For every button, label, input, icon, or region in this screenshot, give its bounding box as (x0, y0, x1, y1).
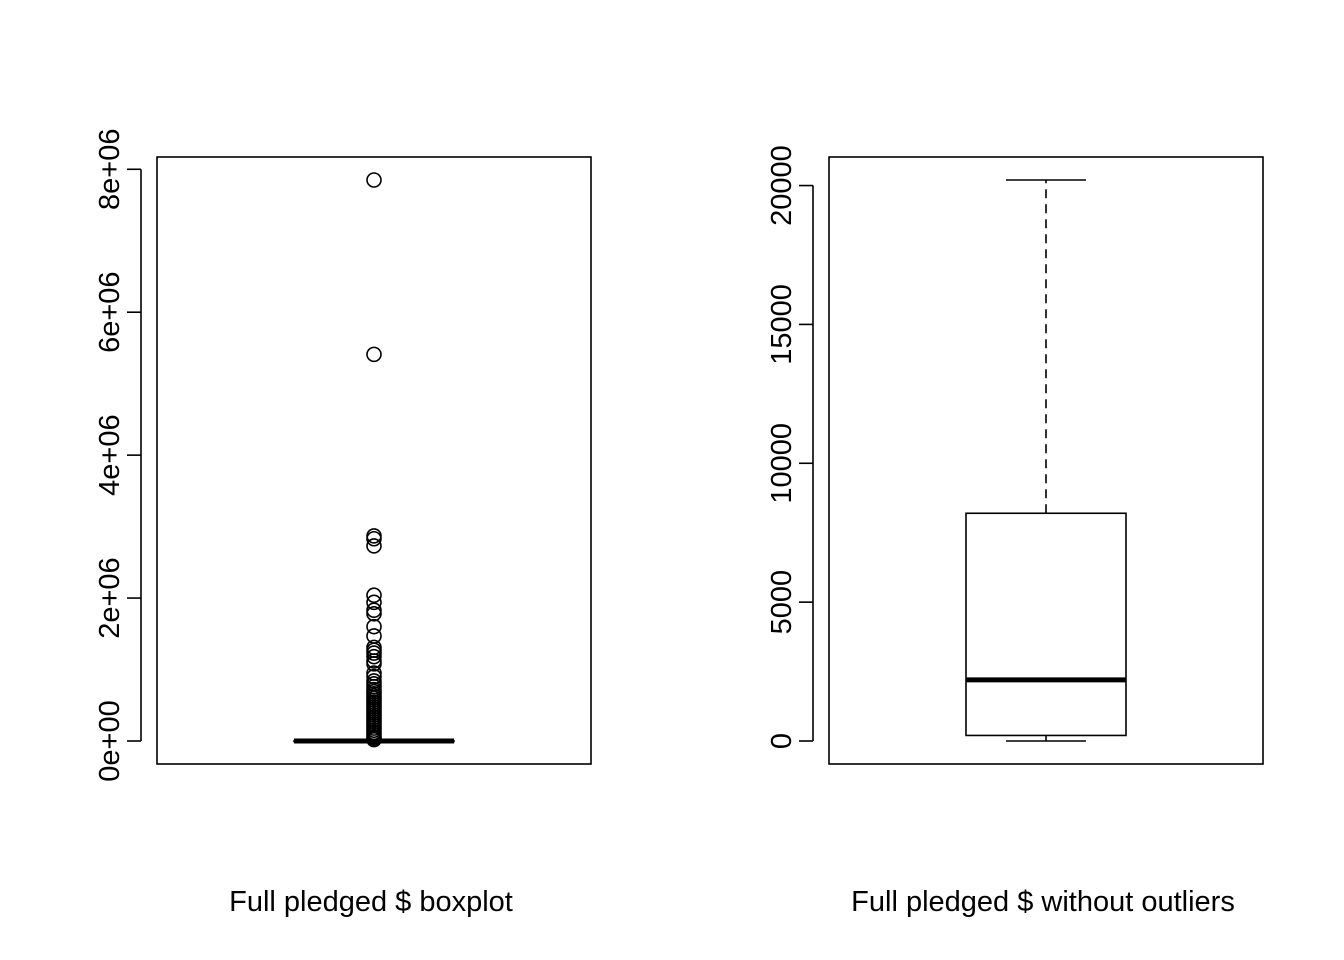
outlier-point (366, 538, 382, 554)
y-tick-label: 5000 (766, 570, 798, 635)
outlier-point (366, 172, 382, 188)
x-axis-label: Full pledged $ without outliers (851, 886, 1235, 918)
y-tick-label: 8e+06 (94, 129, 126, 210)
y-tick-label: 15000 (766, 284, 798, 365)
y-tick-label: 6e+06 (94, 271, 126, 352)
y-tick-label: 0e+00 (94, 700, 126, 781)
outlier-point (366, 731, 382, 748)
y-tick-label: 0 (766, 733, 798, 749)
outlier-point (366, 605, 382, 622)
outlier-point (366, 587, 382, 604)
outlier-point (366, 668, 382, 685)
outlier-point (366, 656, 382, 672)
plot-frame (828, 156, 1264, 765)
panel-without-outliers: 0 5000 10000 15000 20000 Full pledged $ witho… (766, 145, 1264, 918)
y-tick-label: 10000 (766, 423, 798, 504)
box-iqr (965, 512, 1127, 737)
y-tick-label: 20000 (766, 145, 798, 226)
y-tick-label: 2e+06 (94, 557, 126, 638)
outlier-point (366, 602, 382, 619)
outlier-point (366, 648, 382, 665)
x-axis-label: Full pledged $ boxplot (229, 886, 513, 918)
outlier-point (366, 645, 382, 661)
panel-full-pledged: 0e+00 2e+06 4e+06 6e+06 8e+06 Full pledged $ … (94, 129, 592, 918)
outlier-point (366, 618, 382, 635)
y-tick-label: 4e+06 (94, 414, 126, 495)
outlier-point (366, 346, 382, 363)
outlier-point (366, 530, 382, 547)
plot-frame (156, 156, 592, 765)
outlier-point (366, 594, 382, 611)
